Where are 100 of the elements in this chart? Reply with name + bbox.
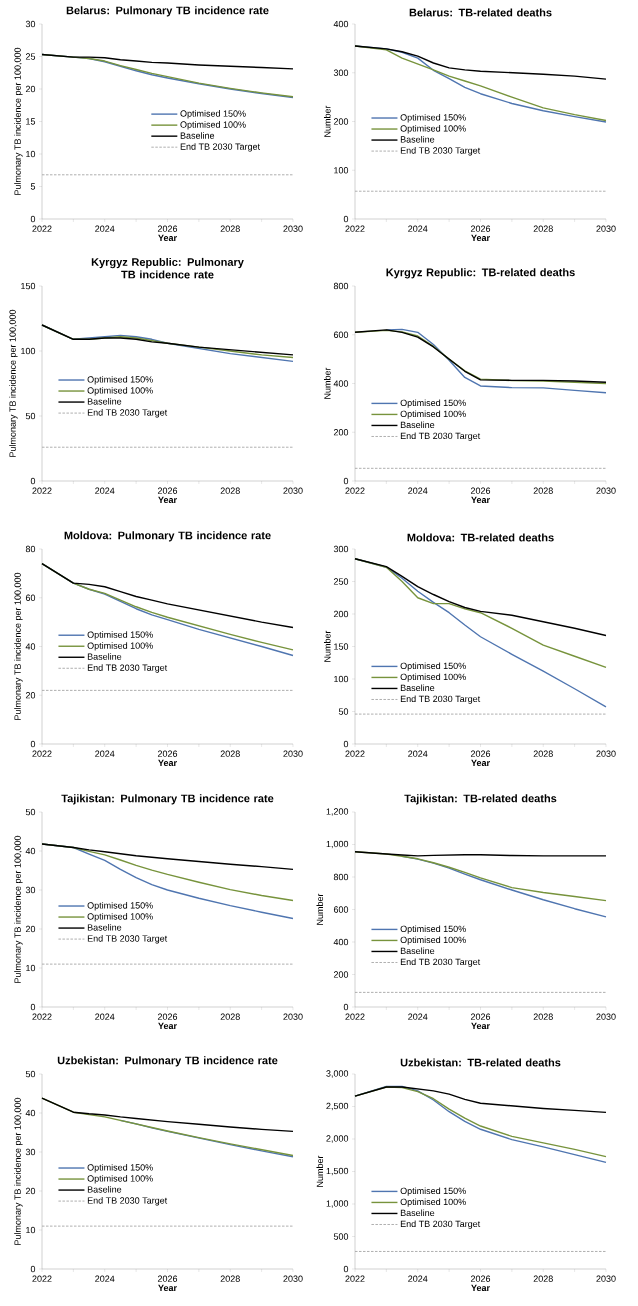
legend-label: Optimised 150% <box>400 399 466 408</box>
chart-title: Moldova: TB-related deaths <box>407 533 554 542</box>
y-tick-label: 500 <box>333 1233 349 1240</box>
x-tick-label: 2024 <box>408 1013 428 1020</box>
x-tick-label: 2022 <box>32 1275 52 1282</box>
x-tick-label: 2022 <box>345 1013 365 1020</box>
y-tick-label: 0 <box>343 1265 349 1273</box>
legend-label: End TB 2030 Target <box>400 432 481 441</box>
x-tick-label: 2024 <box>95 487 115 494</box>
y-tick-label: 150 <box>334 643 349 650</box>
x-tick-label: 2030 <box>596 1013 616 1020</box>
chart-title: Tajikistan: Pulmonary TB incidence rate <box>61 794 274 805</box>
y-tick-label: 50 <box>25 412 36 420</box>
x-tick-label: 2026 <box>157 1013 178 1020</box>
y-tick-label: 50 <box>25 1070 36 1078</box>
y-tick-label: 0 <box>30 477 36 485</box>
legend-label: End TB 2030 Target <box>400 1220 481 1229</box>
y-tick-label: 400 <box>333 380 349 387</box>
x-tick-label: 2022 <box>345 750 365 757</box>
y-tick-label: 1,200 <box>326 808 349 816</box>
y-tick-label: 20 <box>25 692 36 699</box>
y-tick-label: 0 <box>343 477 349 485</box>
legend-label: Optimised 150% <box>400 662 466 671</box>
x-axis-title: Year <box>158 1022 177 1030</box>
y-axis-title: Number <box>323 105 331 137</box>
x-axis-title: Year <box>158 234 177 242</box>
x-tick-label: 2026 <box>470 1275 491 1282</box>
legend-label: Optimised 100% <box>400 936 466 945</box>
x-tick-label: 2024 <box>408 225 428 232</box>
x-axis-title: Year <box>471 759 490 767</box>
legend-label: Optimised 150% <box>400 114 466 123</box>
legend-label: Baseline <box>400 684 435 692</box>
line-series <box>354 558 607 637</box>
x-tick-label: 2022 <box>32 1013 52 1020</box>
x-tick-label: 2030 <box>596 487 616 494</box>
legend-label: Optimised 150% <box>400 1187 466 1196</box>
y-tick-label: 25 <box>25 53 36 60</box>
x-tick-label: 2026 <box>470 225 491 232</box>
y-axis-title: Pulmonary TB incidence per 100,000 <box>14 572 23 720</box>
legend-label: Optimised 100% <box>87 387 153 396</box>
x-tick-label: 2026 <box>470 1013 491 1020</box>
y-tick-label: 300 <box>333 545 349 553</box>
y-tick-label: 5 <box>30 183 36 190</box>
legend-label: Baseline <box>87 653 122 660</box>
legend-label: End TB 2030 Target <box>400 695 481 704</box>
y-tick-label: 10 <box>26 964 36 972</box>
y-tick-label: 200 <box>333 429 349 436</box>
x-axis-title: Year <box>471 1284 490 1292</box>
legend-label: End TB 2030 Target <box>87 409 168 418</box>
legend-label: Baseline <box>400 136 435 143</box>
y-tick-label: 600 <box>333 331 349 338</box>
x-tick-label: 2028 <box>533 1013 553 1020</box>
chart-title: Belarus: TB-related deaths <box>409 8 552 17</box>
x-tick-label: 2028 <box>220 750 240 757</box>
legend-label: Optimised 100% <box>400 1198 466 1207</box>
x-axis-title: Year <box>471 1022 490 1030</box>
chart-title: Uzbekistan: TB-related deaths <box>400 1058 561 1067</box>
x-tick-label: 2022 <box>32 750 52 757</box>
legend-label: Optimised 150% <box>400 925 466 934</box>
x-tick-label: 2028 <box>533 750 553 757</box>
x-tick-label: 2030 <box>596 225 616 232</box>
y-tick-label: 0 <box>343 215 349 223</box>
x-tick-label: 2024 <box>408 487 428 494</box>
x-tick-label: 2030 <box>283 487 303 494</box>
x-axis-title: Year <box>158 1284 177 1292</box>
legend-label: Baseline <box>87 1186 122 1193</box>
legend-label: End TB 2030 Target <box>87 1197 168 1206</box>
legend-label: Baseline <box>87 398 122 405</box>
y-tick-label: 0 <box>30 215 36 223</box>
y-tick-label: 150 <box>21 282 36 290</box>
y-tick-label: 100 <box>334 675 349 683</box>
x-tick-label: 2024 <box>95 750 115 757</box>
x-tick-label: 2026 <box>157 487 178 494</box>
x-tick-label: 2030 <box>283 750 303 757</box>
y-tick-label: 100 <box>21 347 36 355</box>
y-tick-label: 40 <box>25 643 36 650</box>
x-tick-label: 2026 <box>470 750 491 757</box>
x-tick-label: 2024 <box>95 225 115 232</box>
line-series <box>41 53 294 70</box>
y-tick-label: 400 <box>333 20 349 28</box>
y-tick-label: 1,500 <box>326 1167 349 1176</box>
y-axis-title: Pulmonary TB incidence per 100,000 <box>9 309 18 457</box>
y-tick-label: 200 <box>333 118 349 125</box>
y-tick-label: 30 <box>25 20 36 28</box>
y-tick-label: 15 <box>26 118 36 125</box>
y-tick-label: 20 <box>25 85 36 93</box>
legend-label: Baseline <box>400 421 435 429</box>
y-tick-label: 20 <box>25 1187 36 1195</box>
x-tick-label: 2030 <box>596 750 616 757</box>
y-tick-label: 0 <box>343 1003 349 1011</box>
y-axis-title: Pulmonary TB incidence per 100,000 <box>14 47 23 195</box>
y-tick-label: 300 <box>333 69 349 76</box>
legend-label: Optimised 150% <box>87 376 153 385</box>
y-tick-label: 10 <box>26 150 36 158</box>
legend-label: Optimised 100% <box>400 125 466 134</box>
x-tick-label: 2030 <box>283 1275 303 1282</box>
legend-label: Baseline <box>400 1209 435 1217</box>
x-tick-label: 2028 <box>220 1275 240 1282</box>
x-tick-label: 2026 <box>157 225 178 232</box>
x-tick-label: 2024 <box>95 1275 115 1282</box>
